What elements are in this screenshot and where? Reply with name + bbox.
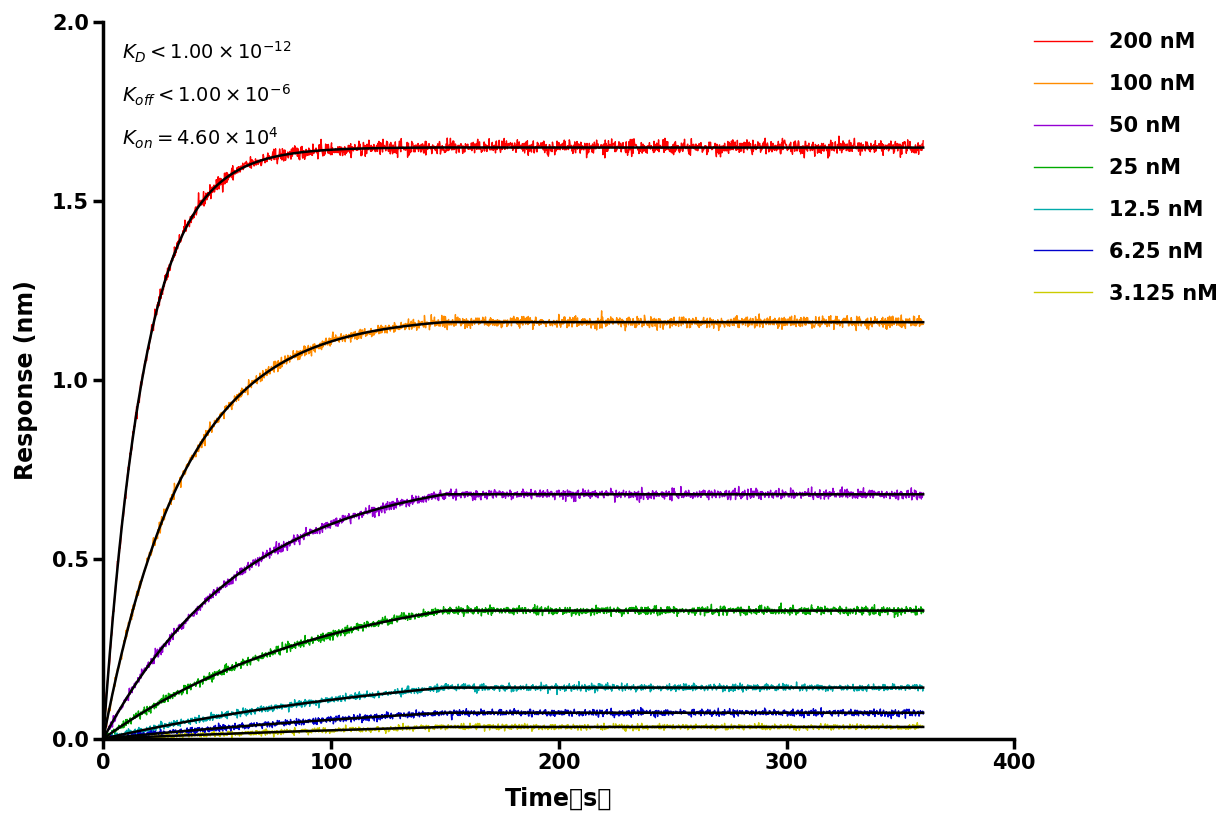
100 nM xyxy=(359,332,373,342)
6.25 nM xyxy=(197,728,212,738)
6.25 nM xyxy=(915,709,930,719)
200 nM xyxy=(466,142,480,152)
Line: 200 nM: 200 nM xyxy=(103,136,923,738)
X-axis label: Time（s）: Time（s） xyxy=(505,787,612,811)
3.125 nM xyxy=(197,729,212,739)
6.25 nM xyxy=(467,706,482,716)
25 nM xyxy=(774,598,788,608)
200 nM xyxy=(706,142,721,152)
3.125 nM xyxy=(910,718,925,728)
12.5 nM xyxy=(96,733,111,743)
12.5 nM xyxy=(359,689,373,699)
50 nM xyxy=(359,503,373,513)
3.125 nM xyxy=(915,722,930,732)
6.25 nM xyxy=(99,738,113,747)
50 nM xyxy=(197,599,212,609)
200 nM xyxy=(359,143,373,153)
Line: 3.125 nM: 3.125 nM xyxy=(103,723,923,741)
200 nM xyxy=(366,142,381,152)
Line: 12.5 nM: 12.5 nM xyxy=(103,681,923,741)
100 nM xyxy=(594,306,609,316)
3.125 nM xyxy=(96,733,111,743)
25 nM xyxy=(359,623,373,633)
6.25 nM xyxy=(633,703,648,713)
6.25 nM xyxy=(366,711,381,721)
Y-axis label: Response (nm): Response (nm) xyxy=(14,280,38,480)
100 nM xyxy=(915,319,930,329)
25 nM xyxy=(97,736,112,746)
3.125 nM xyxy=(103,736,118,746)
100 nM xyxy=(707,318,722,328)
100 nM xyxy=(466,315,480,325)
100 nM xyxy=(366,328,381,338)
50 nM xyxy=(96,733,111,743)
50 nM xyxy=(706,489,721,499)
Line: 100 nM: 100 nM xyxy=(103,311,923,738)
6.25 nM xyxy=(96,733,111,743)
6.25 nM xyxy=(359,715,373,725)
12.5 nM xyxy=(103,736,118,746)
25 nM xyxy=(197,674,212,684)
Legend: 200 nM, 100 nM, 50 nM, 25 nM, 12.5 nM, 6.25 nM, 3.125 nM: 200 nM, 100 nM, 50 nM, 25 nM, 12.5 nM, 6… xyxy=(1034,32,1217,304)
100 nM xyxy=(117,633,132,643)
Line: 50 nM: 50 nM xyxy=(103,487,923,738)
25 nM xyxy=(96,733,111,743)
3.125 nM xyxy=(707,721,722,731)
25 nM xyxy=(915,607,930,617)
25 nM xyxy=(707,608,722,618)
25 nM xyxy=(467,608,482,618)
6.25 nM xyxy=(118,732,133,742)
12.5 nM xyxy=(572,676,586,686)
6.25 nM xyxy=(707,705,722,715)
200 nM xyxy=(832,131,846,141)
200 nM xyxy=(117,491,132,501)
200 nM xyxy=(197,191,212,201)
3.125 nM xyxy=(359,726,373,736)
100 nM xyxy=(96,733,111,743)
50 nM xyxy=(366,512,381,521)
25 nM xyxy=(118,719,133,728)
12.5 nM xyxy=(118,727,133,737)
12.5 nM xyxy=(467,679,482,689)
Line: 25 nM: 25 nM xyxy=(103,603,923,741)
200 nM xyxy=(96,733,111,743)
12.5 nM xyxy=(366,691,381,700)
50 nM xyxy=(915,488,930,498)
3.125 nM xyxy=(366,724,381,734)
50 nM xyxy=(732,482,747,492)
3.125 nM xyxy=(118,734,133,744)
50 nM xyxy=(466,488,480,497)
12.5 nM xyxy=(915,683,930,693)
3.125 nM xyxy=(467,723,482,733)
Line: 6.25 nM: 6.25 nM xyxy=(103,708,923,742)
200 nM xyxy=(915,136,930,146)
12.5 nM xyxy=(707,682,722,692)
25 nM xyxy=(366,617,381,627)
100 nM xyxy=(197,436,212,446)
Text: $K_D<1.00\times10^{-12}$
$K_{off}<1.00\times10^{-6}$
$K_{on}=4.60\times10^4$: $K_D<1.00\times10^{-12}$ $K_{off}<1.00\t… xyxy=(122,40,291,151)
12.5 nM xyxy=(197,715,212,725)
50 nM xyxy=(117,697,132,707)
